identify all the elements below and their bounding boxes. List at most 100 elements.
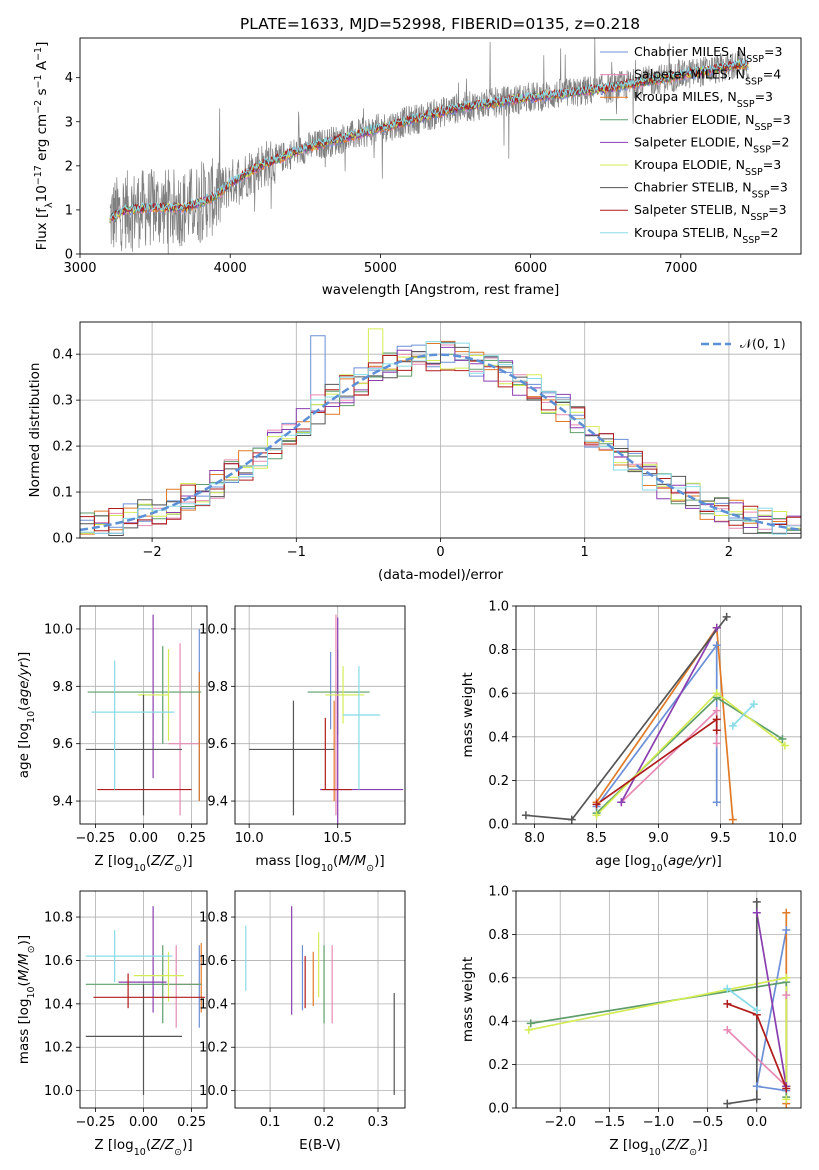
axes-frame (234, 890, 406, 1109)
y-tick-label: 9.6 (52, 737, 73, 752)
y-tick-label: 10.6 (44, 954, 73, 969)
series-marker-5 (780, 741, 789, 750)
y-tick-label: 0.8 (488, 643, 509, 658)
series-marker-6 (567, 815, 576, 824)
x-tick-label: 0.00 (129, 1115, 158, 1130)
series-marker-6 (752, 897, 761, 906)
y-tick-label: 10.4 (44, 997, 73, 1012)
series-line-5 (528, 976, 788, 1100)
x-tick-label: 0.3 (368, 1115, 389, 1130)
x-tick-label: 3000 (63, 261, 96, 276)
x-tick-label: 5000 (364, 261, 397, 276)
model-spectrum-7 (109, 59, 749, 221)
series-marker-2 (728, 815, 737, 824)
y-tick-label: 10.0 (44, 1084, 73, 1099)
series-marker-1 (712, 706, 721, 715)
plot-area (235, 606, 405, 824)
series-marker-6 (752, 1095, 761, 1104)
series-marker-6 (723, 1099, 732, 1108)
panel-massweight_vs_age: 8.0 8.5 9.0 9.5 10.0 0.0 0.2 0.4 0.6 0.8 1.0 age [l… (460, 600, 802, 874)
series-line-1 (620, 708, 718, 803)
y-tick-label: 10.6 (199, 954, 228, 969)
y-tick-label: 3 (65, 115, 73, 130)
legend-label-6: Chabrier STELIB, NSSP=3 (634, 180, 788, 201)
y-tick-label: 10.8 (44, 911, 73, 926)
histogram-5 (80, 328, 801, 534)
legend-label-1: Salpeter MILES, NSSP=4 (634, 67, 781, 88)
x-tick-label: −2 (143, 545, 162, 560)
y-tick-label: 0 (65, 248, 73, 263)
y-axis-label: mass weight (460, 957, 476, 1042)
series-marker-6 (521, 811, 530, 820)
y-tick-label: 0.6 (488, 687, 509, 702)
series-line-0 (755, 929, 788, 1092)
x-tick-label: 1 (581, 545, 589, 560)
y-tick-label: 0.8 (488, 928, 509, 943)
plot-area (80, 891, 207, 1108)
normal-curve (80, 353, 801, 532)
plot-area (80, 322, 801, 538)
series-line-8 (726, 987, 758, 1012)
x-axis-label: E(B-V) (299, 1137, 341, 1153)
plot-area (80, 606, 207, 824)
series-marker-0 (782, 926, 791, 935)
series-marker-0 (712, 798, 721, 807)
y-tick-label: 10.8 (199, 911, 228, 926)
y-tick-label: 0.1 (52, 486, 73, 501)
x-tick-label: 10.5 (323, 831, 352, 846)
x-tick-label: 6000 (514, 261, 547, 276)
axes-frame (515, 605, 802, 825)
legend-label: 𝒩(0, 1) (740, 336, 786, 351)
y-tick-label: 0.2 (488, 1058, 509, 1073)
series-line-6 (727, 901, 758, 1105)
panel-mass_vs_EBV: 0.1 0.2 0.3 10.0 10.2 10.4 10.6 10.8 E(B-V) (199, 890, 406, 1153)
y-tick-label: 9.4 (207, 795, 228, 810)
y-axis-label: age [log10(age/yr)] (16, 652, 37, 778)
histogram-7 (80, 355, 801, 532)
legend-label-8: Kroupa STELIB, NSSP=2 (634, 225, 778, 246)
y-tick-label: 9.8 (207, 680, 228, 695)
series-line-4 (755, 912, 788, 1087)
x-tick-label: −2.0 (544, 1115, 576, 1130)
series-marker-5 (712, 689, 721, 698)
x-tick-label: 0.0 (746, 1115, 767, 1130)
histogram-4 (80, 346, 801, 534)
x-tick-label: 0.2 (314, 1115, 335, 1130)
x-axis-label: age [log10(age/yr)] (595, 853, 721, 874)
histogram-8 (80, 341, 801, 535)
y-axis-label: mass [log10(M/M⊙)] (16, 935, 37, 1064)
y-axis-label: mass weight (460, 672, 476, 757)
series-marker-7 (723, 999, 732, 1008)
model-spectrum-8 (109, 58, 749, 220)
x-tick-label: 10.0 (768, 831, 797, 846)
y-tick-label: 1.0 (488, 600, 509, 615)
series-line-6 (525, 616, 728, 821)
series-line-0 (595, 642, 718, 808)
x-tick-label: 0.25 (177, 831, 206, 846)
x-tick-label: −1.0 (643, 1115, 675, 1130)
series-marker-3 (526, 1019, 535, 1028)
y-tick-label: 2 (65, 159, 73, 174)
x-tick-label: −0.5 (692, 1115, 724, 1130)
y-tick-label: 9.4 (52, 795, 73, 810)
series-marker-6 (722, 612, 731, 621)
y-tick-label: 0.0 (52, 532, 73, 547)
y-tick-label: 10.0 (199, 1084, 228, 1099)
axes-frame (515, 890, 802, 1109)
y-tick-label: 9.6 (207, 737, 228, 752)
x-tick-label: −1.5 (594, 1115, 626, 1130)
x-tick-label: 9.5 (710, 831, 731, 846)
x-tick-label: 0.25 (177, 1115, 206, 1130)
series-marker-4 (752, 908, 761, 917)
panel-mass_vs_Z: −0.25 0.00 0.25 10.0 10.2 10.4 10.6 10.8 Z [log1… (16, 890, 208, 1158)
series-marker-7 (592, 800, 601, 809)
x-tick-label: 10.0 (235, 831, 264, 846)
x-axis-label: Z [log10(Z/Z⊙)] (94, 1137, 192, 1158)
y-tick-label: 0.6 (488, 971, 509, 986)
x-tick-label: 8.5 (586, 831, 607, 846)
y-tick-label: 1 (65, 203, 73, 218)
series-marker-4 (712, 623, 721, 632)
x-tick-label: −0.25 (75, 831, 115, 846)
series-marker-8 (752, 1006, 761, 1015)
y-tick-label: 4 (65, 71, 73, 86)
